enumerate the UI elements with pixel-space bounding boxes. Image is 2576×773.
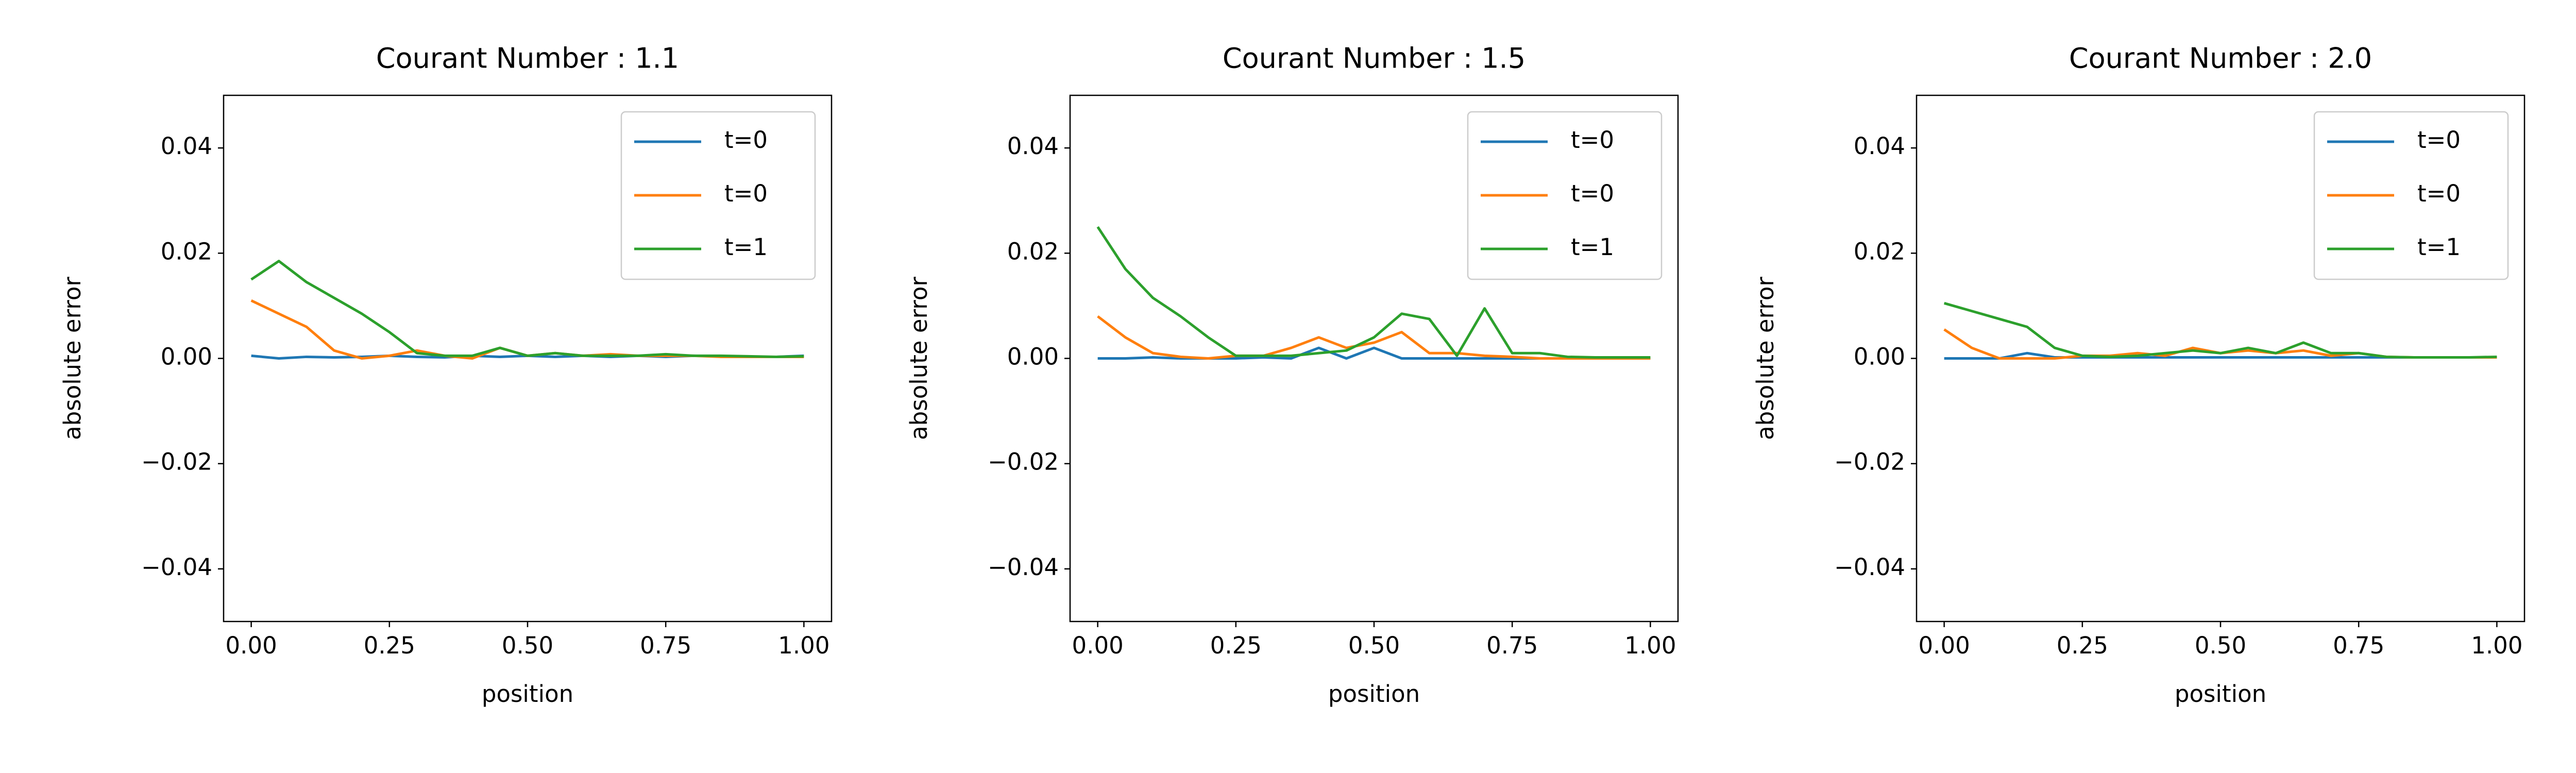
y-tick-label: −0.02 (988, 448, 1059, 476)
legend-label: t=0 (724, 180, 768, 207)
y-tick-label: −0.04 (141, 553, 212, 581)
x-axis-label: position (2175, 680, 2266, 708)
data-line (1943, 301, 2497, 359)
y-axis-label: absolute error (59, 277, 86, 440)
y-axis-label: absolute error (1752, 277, 1779, 440)
x-tick-label: 0.50 (2195, 632, 2246, 659)
legend-label: t=0 (2417, 180, 2461, 207)
x-tick-label: 0.00 (1072, 632, 1124, 659)
x-tick-label: 0.00 (226, 632, 277, 659)
x-tick-label: 0.75 (1486, 632, 1538, 659)
x-axis-label: position (482, 680, 573, 708)
y-tick-label: 0.04 (1854, 132, 1905, 160)
legend-label: t=0 (1571, 126, 1614, 154)
x-tick-label: 0.75 (2333, 632, 2384, 659)
x-tick-label: 0.50 (502, 632, 553, 659)
legend-label: t=0 (2417, 126, 2461, 154)
panel: −0.04 −0.02 0.00 0.02 0.04 0.00 0.25 0.50 0.75 1.… (59, 42, 833, 708)
chart-title: Courant Number : 1.5 (1223, 42, 1526, 75)
panel: −0.04 −0.02 0.00 0.02 0.04 0.00 0.25 0.50 0.75 1.… (905, 42, 1679, 708)
y-tick-label: −0.04 (1834, 553, 1905, 581)
chart-title: Courant Number : 2.0 (2069, 42, 2372, 75)
x-tick-label: 1.00 (2471, 632, 2522, 659)
x-tick-label: 0.50 (1348, 632, 1400, 659)
y-tick-label: 0.02 (161, 238, 212, 265)
y-tick-label: 0.04 (1007, 132, 1059, 160)
x-tick-label: 1.00 (1624, 632, 1676, 659)
panel: −0.04 −0.02 0.00 0.02 0.04 0.00 0.25 0.50 0.75 1.… (1752, 42, 2526, 708)
y-tick-label: 0.04 (161, 132, 212, 160)
legend-label: t=0 (1571, 180, 1614, 207)
y-tick-label: 0.02 (1007, 238, 1059, 265)
y-tick-label: 0.02 (1854, 238, 1905, 265)
legend-label: t=1 (2417, 233, 2461, 261)
x-tick-label: 0.75 (640, 632, 691, 659)
x-tick-label: 0.25 (364, 632, 415, 659)
data-line (250, 260, 804, 358)
legend-label: t=1 (1571, 233, 1614, 261)
chart-title: Courant Number : 1.1 (376, 42, 679, 75)
data-line (1096, 226, 1651, 359)
y-tick-label: −0.04 (988, 553, 1059, 581)
legend-box (620, 111, 816, 280)
y-tick-label: −0.02 (141, 448, 212, 476)
x-tick-label: 0.00 (1919, 632, 1970, 659)
y-tick-label: −0.02 (1834, 448, 1905, 476)
legend-box (2313, 111, 2509, 280)
y-tick-label: 0.00 (1007, 343, 1059, 371)
x-tick-label: 0.25 (2057, 632, 2108, 659)
y-tick-label: 0.00 (161, 343, 212, 371)
x-tick-label: 1.00 (778, 632, 829, 659)
x-tick-label: 0.25 (1210, 632, 1262, 659)
y-axis-label: absolute error (905, 277, 933, 440)
legend-label: t=1 (724, 233, 768, 261)
y-tick-label: 0.00 (1854, 343, 1905, 371)
legend-label: t=0 (724, 126, 768, 154)
data-line (1097, 315, 1651, 360)
x-axis-label: position (1328, 680, 1420, 708)
legend-box (1467, 111, 1663, 280)
